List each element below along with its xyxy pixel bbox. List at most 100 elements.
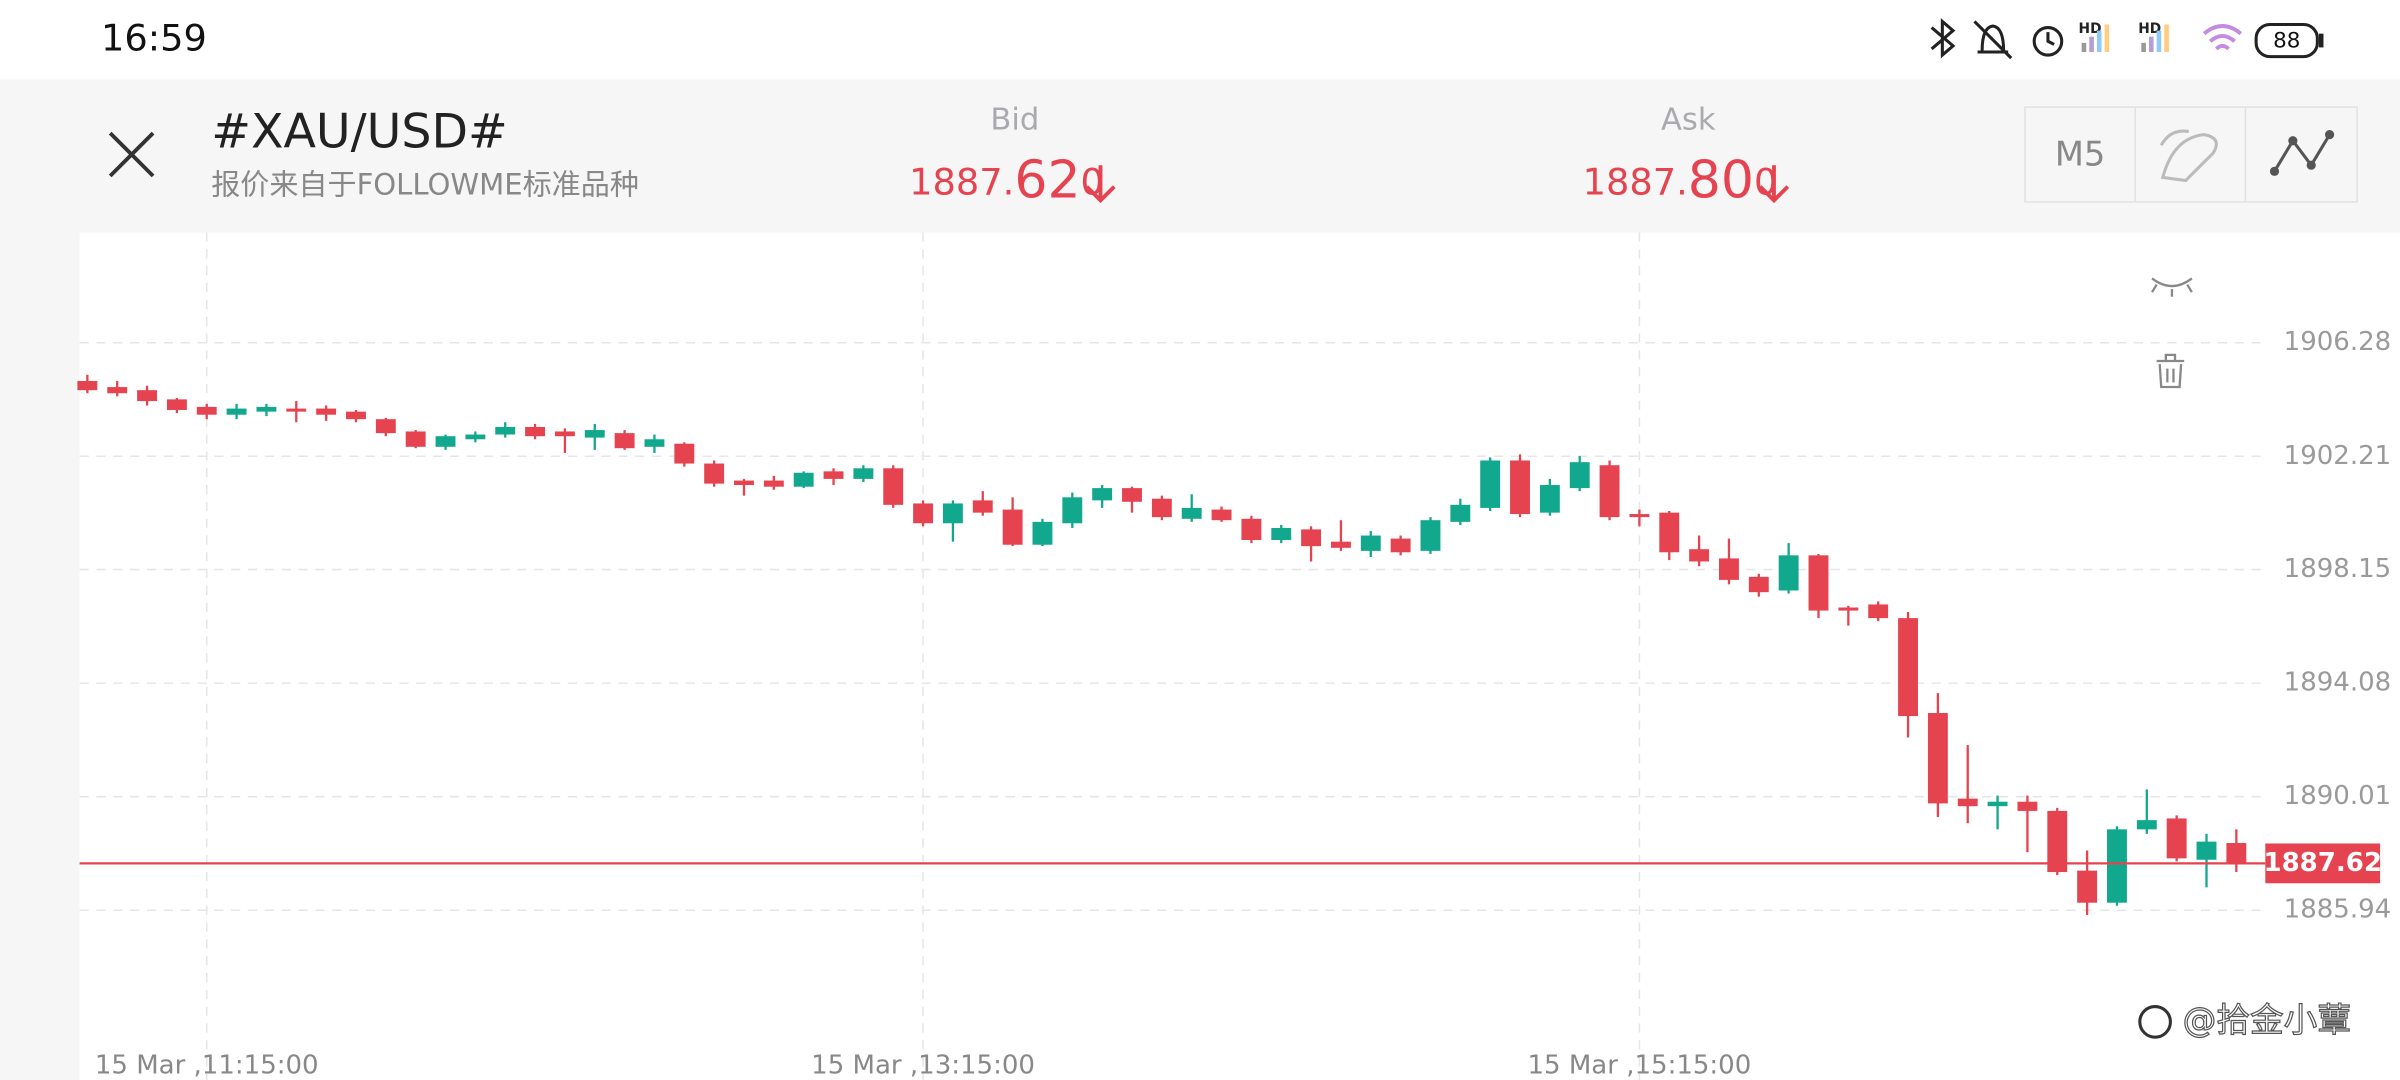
status-bar xyxy=(0,0,2400,80)
candle-body xyxy=(346,411,366,420)
candle-body xyxy=(853,468,874,479)
x-tick-label: 15 Mar ,11:15:00 xyxy=(95,1051,319,1080)
x-tick-label: 15 Mar ,13:15:00 xyxy=(811,1051,1035,1080)
candle-body xyxy=(286,408,307,412)
candle-body xyxy=(1569,462,1590,489)
candle-body xyxy=(1390,538,1411,553)
y-tick-label: 1894.08 xyxy=(2284,668,2392,698)
candle-body xyxy=(196,406,217,415)
candle-body xyxy=(763,480,784,487)
candle-body xyxy=(2047,810,2068,873)
candle-body xyxy=(2017,801,2038,811)
candle-body xyxy=(704,463,725,484)
candle-body xyxy=(495,426,516,435)
close-icon[interactable] xyxy=(108,131,155,178)
ask-head: 1887. xyxy=(1583,160,1688,203)
ask-arrow xyxy=(1758,165,1790,204)
candle-body xyxy=(1898,618,1918,717)
candle-body xyxy=(1330,541,1351,548)
candle-body xyxy=(1629,514,1650,518)
bid-price: 1887.620 xyxy=(909,151,1104,211)
candle-body xyxy=(2226,843,2247,864)
candle-body xyxy=(1181,507,1202,519)
bid-head: 1887. xyxy=(909,160,1014,203)
ask-tail: 0 xyxy=(1754,160,1777,203)
toolbar: M5 xyxy=(2024,106,2358,203)
draw-button[interactable] xyxy=(2159,129,2218,183)
candle-body xyxy=(2136,820,2157,830)
bid-arrow xyxy=(1085,165,1116,204)
candle-body xyxy=(2107,829,2127,903)
candle-body xyxy=(1689,549,1710,562)
candle-body xyxy=(137,390,157,402)
battery-tip xyxy=(2318,33,2324,48)
plot: 1906.28 1902.21 1898.15 1894.08 1890.01 1885.… xyxy=(77,232,2392,1080)
last-price-label: 1887.62 xyxy=(2263,848,2381,878)
symbol-title: #XAU/USD# xyxy=(211,105,508,160)
candle-body xyxy=(1301,529,1322,547)
timeframe-button[interactable]: M5 xyxy=(2055,135,2105,174)
ask-price: 1887.800 xyxy=(1583,151,1778,211)
candle-body xyxy=(1002,509,1023,545)
last-price-tag xyxy=(2265,843,2381,884)
candle-body xyxy=(1151,498,1172,518)
candle-body xyxy=(584,430,605,438)
watermark-text: @拾金小蕈 xyxy=(2183,1000,2351,1039)
candle-body xyxy=(1032,521,1053,545)
y-tick-label: 1906.28 xyxy=(2284,327,2392,357)
candle-body xyxy=(1868,604,1889,619)
candle-body xyxy=(405,431,426,447)
delete-button[interactable] xyxy=(2156,353,2185,389)
candle-body xyxy=(1599,465,1620,518)
candle-body xyxy=(435,436,456,447)
candle-body xyxy=(674,443,695,464)
candle-body xyxy=(1241,518,1262,540)
candle-body xyxy=(1360,535,1381,551)
symbol-subtitle: 报价来自于FOLLOWME标准品种 xyxy=(211,168,639,202)
candle-body xyxy=(823,471,844,479)
alarm-icon xyxy=(2032,26,2064,57)
bid-tail: 0 xyxy=(1081,160,1104,203)
status-icons xyxy=(1930,18,2064,60)
candle-body xyxy=(1808,555,1829,611)
candle-body xyxy=(1838,607,1859,611)
candle-body xyxy=(1927,712,1948,804)
candle-body xyxy=(2196,841,2217,860)
candle-body xyxy=(614,433,635,449)
candle-body xyxy=(793,472,814,487)
candle-body xyxy=(1659,512,1680,553)
bid-label: Bid xyxy=(990,102,1039,137)
y-tick-label: 1885.94 xyxy=(2284,895,2392,925)
candle-body xyxy=(1719,558,1739,580)
candle-body xyxy=(554,431,575,437)
candle-body xyxy=(1420,520,1441,551)
hide-button[interactable] xyxy=(2151,277,2193,297)
candle-body xyxy=(465,434,486,440)
candle-body xyxy=(734,480,754,486)
left-strip xyxy=(0,232,80,1080)
candle-body xyxy=(1778,555,1799,591)
x-tick-label: 15 Mar ,15:15:00 xyxy=(1528,1051,1752,1080)
watermark: @拾金小蕈 xyxy=(2138,1000,2352,1040)
y-tick-label: 1902.21 xyxy=(2284,441,2392,471)
close-button[interactable] xyxy=(108,131,155,178)
candle-body xyxy=(166,399,187,410)
hd-label: HD xyxy=(2138,21,2161,37)
bid-big: 62 xyxy=(1014,151,1080,211)
candle-body xyxy=(644,439,665,447)
indicator-button[interactable] xyxy=(2273,133,2331,173)
candle-body xyxy=(1062,497,1083,524)
clock: 16:59 xyxy=(101,16,207,59)
ask-big: 80 xyxy=(1688,151,1754,211)
candle-body xyxy=(1510,460,1530,515)
signal-icons: HD HD xyxy=(2079,21,2243,53)
candle-body xyxy=(77,380,98,391)
battery xyxy=(2254,22,2319,59)
candle-body xyxy=(256,406,277,412)
candle-body xyxy=(2166,818,2187,859)
battery-level: 88 xyxy=(2273,28,2300,53)
candle-body xyxy=(913,503,934,524)
chart-area xyxy=(79,232,2400,1080)
